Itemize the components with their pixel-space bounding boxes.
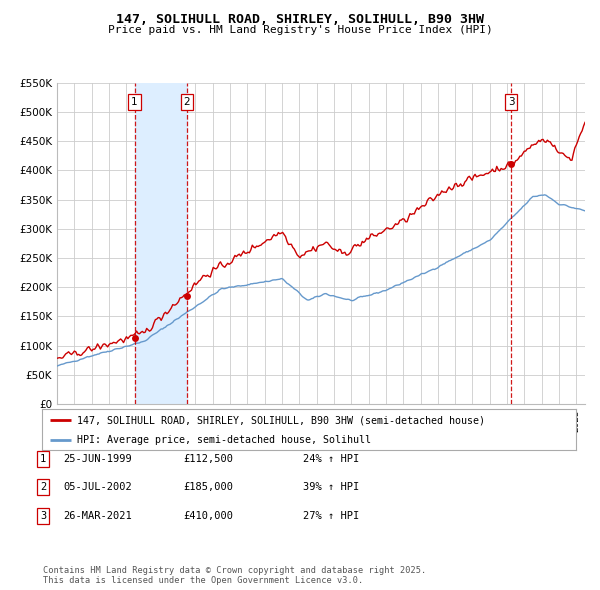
Text: 05-JUL-2002: 05-JUL-2002 [63,483,132,492]
Text: 26-MAR-2021: 26-MAR-2021 [63,511,132,520]
Bar [134,83,187,404]
Text: 147, SOLIHULL ROAD, SHIRLEY, SOLIHULL, B90 3HW (semi-detached house): 147, SOLIHULL ROAD, SHIRLEY, SOLIHULL, B… [77,415,485,425]
Text: 24% ↑ HPI: 24% ↑ HPI [303,454,359,464]
Text: Price paid vs. HM Land Registry's House Price Index (HPI): Price paid vs. HM Land Registry's House … [107,25,493,35]
Text: 25-JUN-1999: 25-JUN-1999 [63,454,132,464]
Text: 3: 3 [508,97,514,107]
Text: 39% ↑ HPI: 39% ↑ HPI [303,483,359,492]
Text: 2: 2 [40,483,46,492]
Text: 1: 1 [131,97,138,107]
Text: 1: 1 [40,454,46,464]
Text: 27% ↑ HPI: 27% ↑ HPI [303,511,359,520]
Text: £112,500: £112,500 [183,454,233,464]
Text: 3: 3 [40,511,46,520]
Text: 147, SOLIHULL ROAD, SHIRLEY, SOLIHULL, B90 3HW: 147, SOLIHULL ROAD, SHIRLEY, SOLIHULL, B… [116,13,484,26]
Text: Contains HM Land Registry data © Crown copyright and database right 2025.
This d: Contains HM Land Registry data © Crown c… [43,566,427,585]
Text: £410,000: £410,000 [183,511,233,520]
Text: 2: 2 [184,97,190,107]
Text: HPI: Average price, semi-detached house, Solihull: HPI: Average price, semi-detached house,… [77,435,371,444]
Text: £185,000: £185,000 [183,483,233,492]
